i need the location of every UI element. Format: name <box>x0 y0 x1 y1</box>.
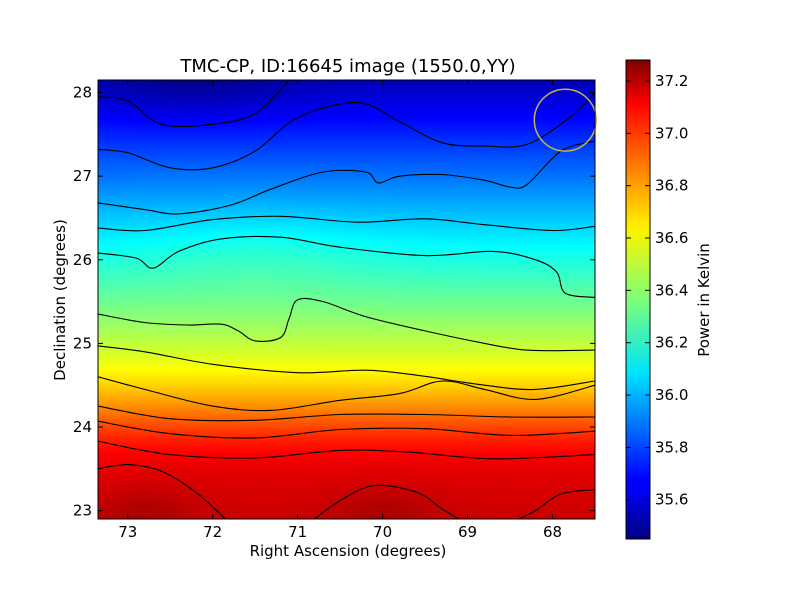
contour-line <box>98 420 595 439</box>
contour-line <box>518 489 595 519</box>
y-tick-label: 27 <box>73 167 92 185</box>
colorbar-label: Power in Kelvin <box>695 243 713 357</box>
colorbar-ticks: 35.6 35.8 36.0 36.2 36.4 36.6 36.8 37.0 37.2 <box>626 72 688 509</box>
colorbar-tick-label: 37.2 <box>655 72 688 90</box>
contour-line <box>98 405 595 422</box>
colorbar-tick-label: 36.0 <box>655 386 688 404</box>
colorbar-tick-label: 37.0 <box>655 124 688 142</box>
colorbar: 35.6 35.8 36.0 36.2 36.4 36.6 36.8 37.0 37.2 <box>625 59 688 540</box>
contour-line <box>98 215 595 232</box>
contour-line <box>98 80 290 128</box>
contour-line <box>98 345 595 391</box>
y-tick-label: 25 <box>73 334 92 352</box>
colorbar-tick-label: 35.8 <box>655 438 688 456</box>
x-tick-label: 69 <box>458 523 477 541</box>
contour-line <box>98 235 595 298</box>
colorbar-tick-label: 35.6 <box>655 491 688 509</box>
contour-line <box>98 140 595 215</box>
plot-area: 73 72 71 70 69 68 23 24 25 26 27 28 <box>73 79 597 541</box>
y-axis-title: Declination (degrees) <box>51 219 69 381</box>
x-axis-title: Right Ascension (degrees) <box>250 542 447 560</box>
contour-line <box>98 464 226 519</box>
x-tick-label: 68 <box>543 523 562 541</box>
y-tick-label: 23 <box>73 502 92 520</box>
contour-line <box>314 484 460 519</box>
colorbar-tick-label: 36.8 <box>655 177 688 195</box>
chart-title: TMC-CP, ID:16645 image (1550.0,YY) <box>179 56 515 77</box>
x-tick-label: 73 <box>118 523 137 541</box>
heatmap-image <box>98 80 595 519</box>
colorbar-tick-label: 36.4 <box>655 281 688 299</box>
x-axis-ticks: 73 72 71 70 69 68 <box>118 80 562 541</box>
beam-circle <box>533 88 597 152</box>
plot-frame <box>97 79 596 520</box>
contour-line <box>98 297 595 352</box>
y-tick-label: 24 <box>73 418 92 436</box>
contour-line <box>98 92 595 171</box>
y-tick-label: 28 <box>73 84 92 102</box>
colorbar-tick-label: 36.2 <box>655 334 688 352</box>
contour-line <box>98 440 595 460</box>
x-tick-label: 70 <box>373 523 392 541</box>
y-axis-ticks: 23 24 25 26 27 28 <box>73 84 595 520</box>
contour-layer <box>98 80 595 519</box>
colorbar-tick-label: 36.6 <box>655 229 688 247</box>
contour-line <box>98 376 595 412</box>
y-tick-label: 26 <box>73 251 92 269</box>
colorbar-gradient <box>625 59 651 540</box>
x-tick-label: 71 <box>288 523 307 541</box>
x-tick-label: 72 <box>203 523 222 541</box>
